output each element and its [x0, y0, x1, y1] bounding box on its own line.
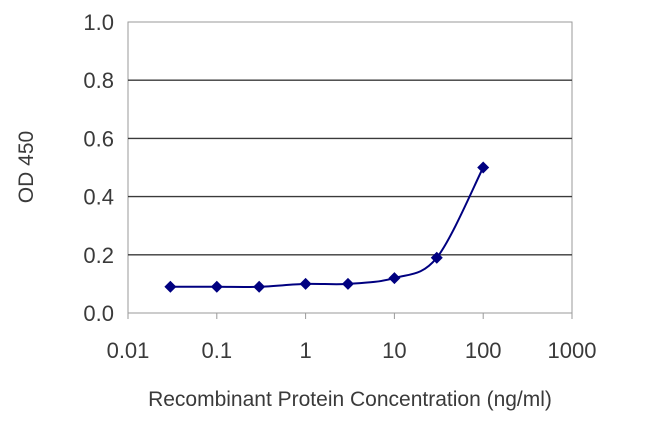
x-tick-label: 100 [465, 338, 502, 363]
grid-layer [128, 79, 572, 256]
data-point-marker [253, 280, 266, 293]
y-tick-label: 1.0 [83, 10, 114, 35]
x-axis-title: Recombinant Protein Concentration (ng/ml… [148, 388, 552, 411]
y-tick-label: 0.6 [83, 126, 114, 151]
y-axis-title: OD 450 [15, 131, 38, 203]
x-tick-label: 1 [299, 338, 311, 363]
data-point-marker [430, 251, 443, 264]
data-point-marker [341, 277, 354, 290]
x-tick-label: 1000 [548, 338, 597, 363]
y-tick-label: 0.2 [83, 243, 114, 268]
data-point-marker [388, 272, 401, 285]
axis-layer: 0.0 0.2 0.4 0.6 0.8 1.0 0.01 0.1 1 10 100 1000 [83, 10, 596, 363]
series-layer [164, 161, 490, 293]
y-tick-label: 0.8 [83, 68, 114, 93]
data-point-marker [299, 277, 312, 290]
x-tick-label: 0.1 [202, 338, 233, 363]
x-tick-label: 0.01 [107, 338, 150, 363]
plot-area [127, 21, 573, 314]
data-point-marker [210, 280, 223, 293]
x-tick-label: 10 [382, 338, 406, 363]
data-point-marker [477, 161, 490, 174]
data-point-marker [164, 280, 177, 293]
y-tick-label: 0.0 [83, 301, 114, 326]
y-tick-label: 0.4 [83, 185, 114, 210]
